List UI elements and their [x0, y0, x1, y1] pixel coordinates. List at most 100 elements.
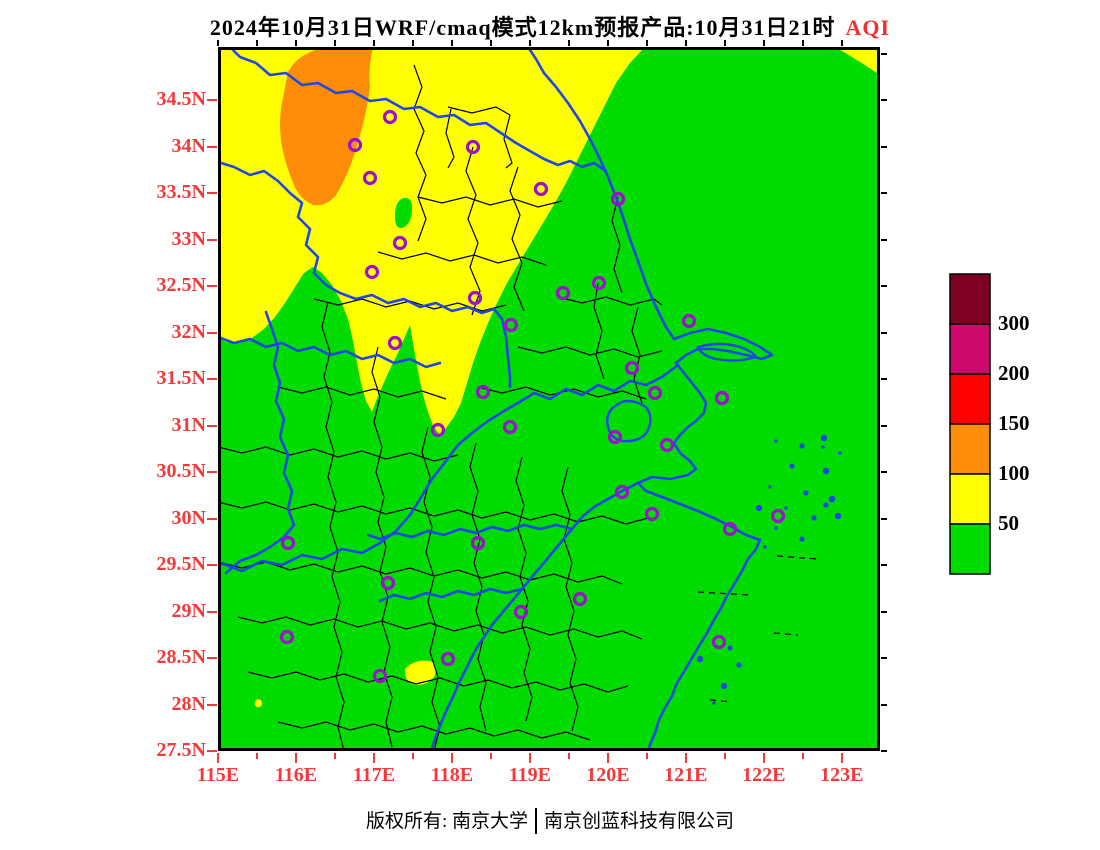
lat-tick — [207, 285, 217, 287]
island — [755, 504, 763, 512]
lat-axis-label: 30.5N — [156, 460, 206, 482]
island — [720, 682, 728, 690]
island — [820, 434, 828, 442]
colorbar-level-label: 100 — [998, 461, 1030, 485]
copyright-company: 南京创蓝科技有限公司 — [544, 811, 735, 832]
county-boundary — [593, 282, 605, 380]
lon-axis-label: 119E — [508, 764, 552, 786]
city-marker — [711, 634, 727, 650]
lon-tick — [762, 753, 765, 763]
lon-tick — [217, 753, 219, 763]
island — [838, 451, 842, 455]
lat-right-tick — [881, 703, 887, 706]
lon-axis-label: 117E — [352, 764, 396, 786]
county-boundary — [413, 64, 427, 242]
lat-tick — [207, 703, 217, 706]
lat-right-tick — [881, 564, 887, 566]
lat-axis-label: 32N — [171, 320, 206, 343]
island — [727, 645, 733, 651]
city-marker — [279, 629, 295, 645]
lon-top-tick — [840, 40, 843, 46]
county-boundary — [557, 296, 663, 306]
lon-minor-tick — [567, 753, 570, 759]
city-marker — [502, 419, 518, 435]
island — [799, 443, 805, 449]
island — [774, 526, 778, 530]
county-boundary — [247, 671, 629, 693]
lat-axis-label: 34N — [171, 134, 206, 157]
city-marker — [572, 591, 588, 607]
lon-axis-label: 120E — [586, 764, 630, 786]
lat-right-tick — [881, 378, 887, 380]
map-border — [218, 47, 880, 751]
county-boundary — [503, 114, 513, 169]
island — [834, 512, 842, 520]
lat-right-tick — [881, 517, 887, 520]
city-marker — [470, 535, 486, 551]
county-boundary — [371, 346, 393, 748]
county-boundary — [237, 616, 643, 640]
county-boundary — [465, 146, 481, 316]
aqi-good-pocket — [394, 197, 413, 229]
lon-minor-tick — [411, 753, 414, 759]
lat-tick — [207, 378, 217, 380]
island — [736, 662, 742, 668]
colorbar-segment — [949, 473, 991, 525]
city-marker — [387, 335, 403, 351]
lon-top-tick — [528, 40, 531, 46]
lon-tick — [294, 753, 297, 763]
lon-top-tick — [255, 40, 258, 46]
lon-axis-label: 118E — [430, 764, 474, 786]
county-boundary — [377, 251, 547, 266]
lat-right-tick — [881, 471, 887, 473]
county-boundary — [421, 426, 441, 752]
lon-top-tick — [762, 40, 765, 46]
maritime-dashed-line — [773, 632, 799, 636]
lat-axis-label: 32.5N — [156, 274, 206, 296]
lon-axis-label: 122E — [742, 764, 786, 786]
aqi-moderate-south-speck — [254, 699, 262, 708]
lat-right-tick — [881, 99, 887, 101]
lat-tick — [207, 564, 217, 566]
city-marker — [607, 429, 623, 445]
map-svg — [216, 45, 880, 753]
lat-right-tick — [881, 52, 887, 55]
lat-right-tick — [881, 750, 887, 752]
county-boundary — [417, 196, 563, 208]
lat-right-tick — [881, 238, 887, 241]
lon-tick — [840, 753, 843, 763]
aqi-unhealthy-orange-blob — [280, 47, 373, 206]
lat-right-tick — [881, 610, 887, 613]
city-marker — [380, 575, 396, 591]
county-boundary — [445, 108, 455, 169]
lon-top-tick — [801, 40, 804, 46]
maritime-dashed-line — [776, 555, 819, 560]
city-marker — [610, 191, 626, 207]
city-marker — [770, 508, 786, 524]
island — [763, 545, 767, 549]
lon-top-tick — [372, 40, 375, 46]
aqi-moderate-topright-wedge — [835, 47, 880, 75]
colorbar-segment — [949, 373, 991, 425]
lon-top-tick — [450, 40, 453, 46]
lat-axis-label: 27.5N — [156, 739, 206, 761]
river-coastline — [366, 523, 574, 541]
county-boundary — [277, 386, 447, 400]
city-marker — [347, 137, 363, 153]
river-coastline — [378, 587, 524, 603]
lat-axis-label: 28.5N — [156, 646, 206, 668]
lat-axis-label: 29N — [171, 599, 206, 622]
lon-axis-label: 123E — [820, 764, 864, 786]
lon-top-tick — [684, 40, 687, 46]
city-marker — [467, 290, 483, 306]
lon-axis-label: 115E — [196, 764, 240, 786]
island — [784, 506, 788, 510]
lon-tick — [372, 753, 375, 763]
lat-axis-label: 29.5N — [156, 553, 206, 575]
city-marker — [364, 264, 380, 280]
county-boundary — [447, 106, 511, 116]
island — [828, 495, 836, 503]
river-coastline — [216, 335, 442, 369]
lat-axis-label: 33.5N — [156, 181, 206, 203]
river-coastline — [216, 160, 512, 389]
